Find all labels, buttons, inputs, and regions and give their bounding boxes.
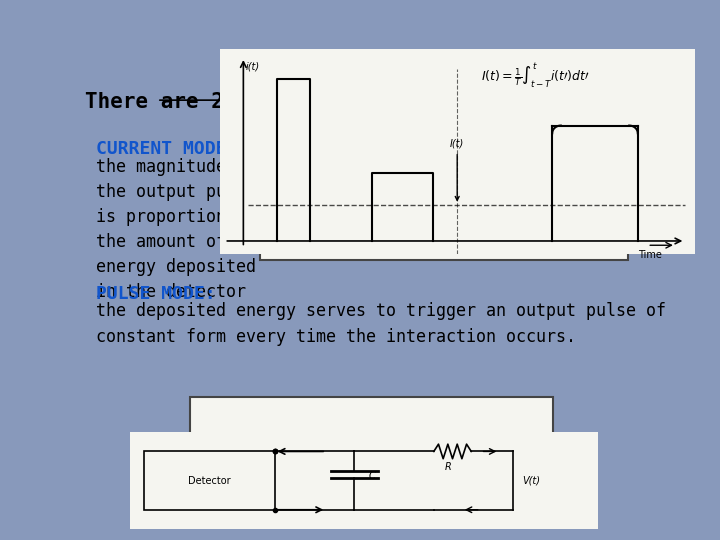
Text: I(t): I(t)	[450, 139, 464, 200]
Text: i(t): i(t)	[246, 62, 260, 71]
Bar	[143, 451, 274, 510]
Text: PULSE MODE:: PULSE MODE:	[96, 285, 215, 303]
FancyBboxPatch shape	[190, 397, 553, 472]
Text: C: C	[368, 471, 375, 481]
Text: the magnitude of
the output pulse
is proportional to
the amount of
energy deposi: the magnitude of the output pulse is pro…	[96, 158, 276, 301]
Text: CURRENT MODE:: CURRENT MODE:	[96, 140, 237, 158]
Text: the deposited energy serves to trigger an output pulse of
constant form every ti: the deposited energy serves to trigger a…	[96, 302, 665, 346]
Text: Time: Time	[638, 251, 662, 260]
Text: Detector: Detector	[188, 476, 230, 485]
Text: V(t): V(t)	[523, 476, 541, 485]
Text: There are 2 major modes of signal production:: There are 2 major modes of signal produc…	[85, 90, 653, 112]
FancyBboxPatch shape	[260, 102, 629, 260]
Text: $I(t) = \frac{1}{T}\int_{t-T}^{t} i(t\prime)dt\prime$: $I(t) = \frac{1}{T}\int_{t-T}^{t} i(t\pr…	[481, 62, 590, 90]
Text: R: R	[444, 462, 451, 472]
